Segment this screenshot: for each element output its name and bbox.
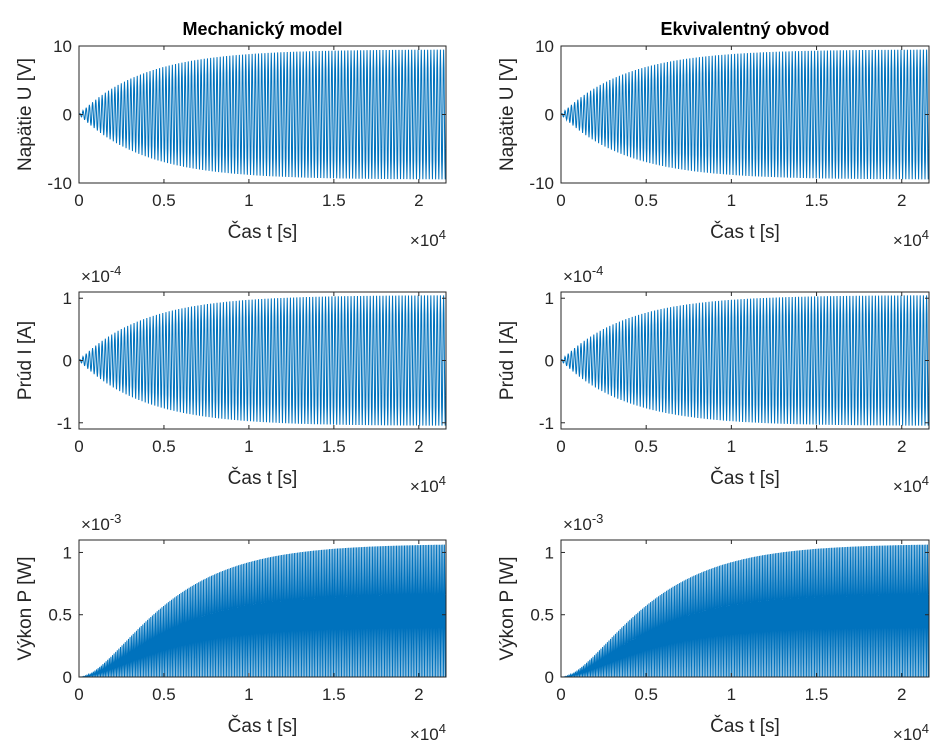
axes-frame <box>560 539 930 678</box>
signal-line <box>79 49 446 180</box>
y-tick-label: -1 <box>57 414 72 433</box>
x-tick-label: 1 <box>244 437 253 456</box>
x-tick-label: 0 <box>74 191 83 210</box>
y-tick-label: -10 <box>47 174 72 193</box>
x-axis-label: Čas t [s] <box>710 221 780 243</box>
y-tick-label: 0 <box>63 668 72 687</box>
x-tick-label: 1 <box>727 437 736 456</box>
x-tick-label: 0.5 <box>152 685 176 704</box>
y-exponent-label: ×10-4 <box>81 263 121 286</box>
subplot-6: 0 0.5 1 1.5 2 0 0.5 1 ×104 ×10-3 Čas t [s] Výkon P … <box>497 511 930 744</box>
x-tick-label: 0.5 <box>152 191 176 210</box>
y-tick-label: -1 <box>539 414 554 433</box>
x-tick-label: 0 <box>556 437 565 456</box>
signal-line <box>79 544 446 677</box>
y-exponent-label: ×10-4 <box>563 263 603 286</box>
chart-title: Ekvivalentný obvod <box>660 19 829 39</box>
x-exponent-label: ×104 <box>893 721 929 744</box>
y-axis-label: Prúd I [A] <box>497 321 518 400</box>
x-tick-label: 0.5 <box>634 437 658 456</box>
y-tick-label: 1 <box>545 543 554 562</box>
y-axis-label: Výkon P [W] <box>497 556 518 660</box>
x-tick-label: 1 <box>244 685 253 704</box>
y-tick-label: 0 <box>63 106 72 125</box>
y-axis-label: Napätie U [V] <box>497 58 518 171</box>
y-tick-label: 0 <box>545 668 554 687</box>
subplot-5: 0 0.5 1 1.5 2 0 0.5 1 ×104 ×10-3 Čas t [s] Výkon P … <box>15 511 447 744</box>
x-tick-label: 0.5 <box>634 191 658 210</box>
x-tick-label: 0.5 <box>634 685 658 704</box>
y-tick-label: 0.5 <box>530 606 554 625</box>
signal-line <box>561 295 929 426</box>
signal-line <box>561 544 929 677</box>
y-tick-label: 1 <box>63 289 72 308</box>
y-tick-label: 1 <box>63 543 72 562</box>
y-tick-label: 10 <box>53 37 72 56</box>
x-tick-label: 1.5 <box>322 191 346 210</box>
x-tick-label: 0 <box>556 191 565 210</box>
x-tick-label: 0 <box>74 437 83 456</box>
x-tick-label: 1.5 <box>805 191 829 210</box>
x-axis-label: Čas t [s] <box>228 715 298 737</box>
y-tick-label: 1 <box>545 289 554 308</box>
y-axis-label: Výkon P [W] <box>15 556 36 660</box>
x-exponent-label: ×104 <box>893 227 929 250</box>
x-exponent-label: ×104 <box>893 473 929 496</box>
y-tick-label: 0 <box>545 106 554 125</box>
x-axis-label: Čas t [s] <box>228 221 298 243</box>
y-tick-label: 10 <box>535 37 554 56</box>
y-axis-label: Napätie U [V] <box>15 58 36 171</box>
x-tick-label: 0 <box>74 685 83 704</box>
y-exponent-label: ×10-3 <box>563 511 603 534</box>
y-exponent-label: ×10-3 <box>81 511 121 534</box>
axes-frame <box>78 539 447 678</box>
x-exponent-label: ×104 <box>410 227 446 250</box>
x-tick-label: 2 <box>897 191 906 210</box>
x-tick-label: 1 <box>244 191 253 210</box>
x-exponent-label: ×104 <box>410 721 446 744</box>
x-exponent-label: ×104 <box>410 473 446 496</box>
signal-line <box>79 295 446 426</box>
x-tick-label: 1.5 <box>322 437 346 456</box>
x-tick-label: 2 <box>414 191 423 210</box>
y-tick-label: -10 <box>529 174 554 193</box>
x-axis-label: Čas t [s] <box>710 715 780 737</box>
y-tick-label: 0 <box>545 352 554 371</box>
x-axis-label: Čas t [s] <box>710 467 780 489</box>
x-tick-label: 2 <box>414 437 423 456</box>
signal-line <box>561 49 929 180</box>
x-tick-label: 2 <box>414 685 423 704</box>
x-tick-label: 2 <box>897 437 906 456</box>
x-axis-label: Čas t [s] <box>228 467 298 489</box>
x-tick-label: 0 <box>556 685 565 704</box>
x-tick-label: 1.5 <box>322 685 346 704</box>
x-tick-label: 1 <box>727 685 736 704</box>
y-tick-label: 0.5 <box>48 606 72 625</box>
chart-title: Mechanický model <box>182 19 342 39</box>
y-tick-label: 0 <box>63 352 72 371</box>
x-tick-label: 1.5 <box>805 437 829 456</box>
x-tick-label: 2 <box>897 685 906 704</box>
x-tick-label: 1.5 <box>805 685 829 704</box>
x-tick-label: 1 <box>727 191 736 210</box>
y-axis-label: Prúd I [A] <box>15 321 36 400</box>
x-tick-label: 0.5 <box>152 437 176 456</box>
